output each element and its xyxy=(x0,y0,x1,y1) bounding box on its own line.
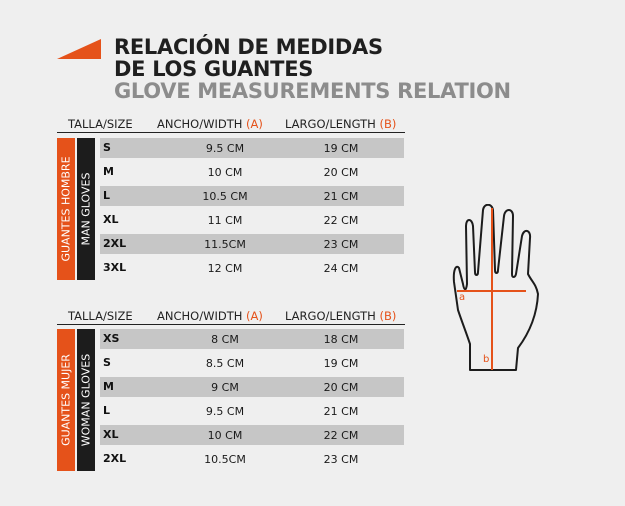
man-label-es: GUANTES HOMBRE xyxy=(57,138,75,280)
woman-label-en: WOMAN GLOVES xyxy=(77,329,95,471)
hand-label-a: a xyxy=(459,292,466,303)
table-row: M 9 CM 20 CM xyxy=(100,377,404,397)
table-row: S 8.5 CM 19 CM xyxy=(103,356,359,370)
page-title: RELACIÓN DE MEDIDAS DE LOS GUANTES GLOVE… xyxy=(114,36,511,102)
table-row: 2XL 10.5CM 23 CM xyxy=(103,452,359,466)
table-row: XL 11 CM 22 CM xyxy=(103,213,359,227)
table-row: 3XL 12 CM 24 CM xyxy=(103,261,359,275)
woman-size-header: TALLA/SIZE xyxy=(68,309,133,323)
hand-outline-icon xyxy=(452,204,539,371)
table-row: 2XL 11.5CM 23 CM xyxy=(100,234,404,254)
orange-wedge-icon xyxy=(57,39,101,59)
table-row: M 10 CM 20 CM xyxy=(103,165,359,179)
title-line-3: GLOVE MEASUREMENTS RELATION xyxy=(114,79,511,103)
hand-label-b: b xyxy=(483,354,490,365)
man-header-divider xyxy=(57,132,405,133)
table-row: XS 8 CM 18 CM xyxy=(100,329,404,349)
man-width-header: ANCHO/WIDTH (A) xyxy=(157,117,263,131)
table-row: L 9.5 CM 21 CM xyxy=(103,404,359,418)
man-label-en: MAN GLOVES xyxy=(77,138,95,280)
woman-length-header: LARGO/LENGTH (B) xyxy=(285,309,397,323)
title-line-1: RELACIÓN DE MEDIDAS xyxy=(114,35,383,59)
man-length-header: LARGO/LENGTH (B) xyxy=(285,117,397,131)
table-row: L 10.5 CM 21 CM xyxy=(100,186,404,206)
woman-width-header: ANCHO/WIDTH (A) xyxy=(157,309,263,323)
table-row: S 9.5 CM 19 CM xyxy=(100,138,404,158)
table-row: XL 10 CM 22 CM xyxy=(100,425,404,445)
woman-header-divider xyxy=(57,324,405,325)
woman-label-es: GUANTES MUJER xyxy=(57,329,75,471)
man-size-header: TALLA/SIZE xyxy=(68,117,133,131)
title-line-2: DE LOS GUANTES xyxy=(114,57,314,81)
